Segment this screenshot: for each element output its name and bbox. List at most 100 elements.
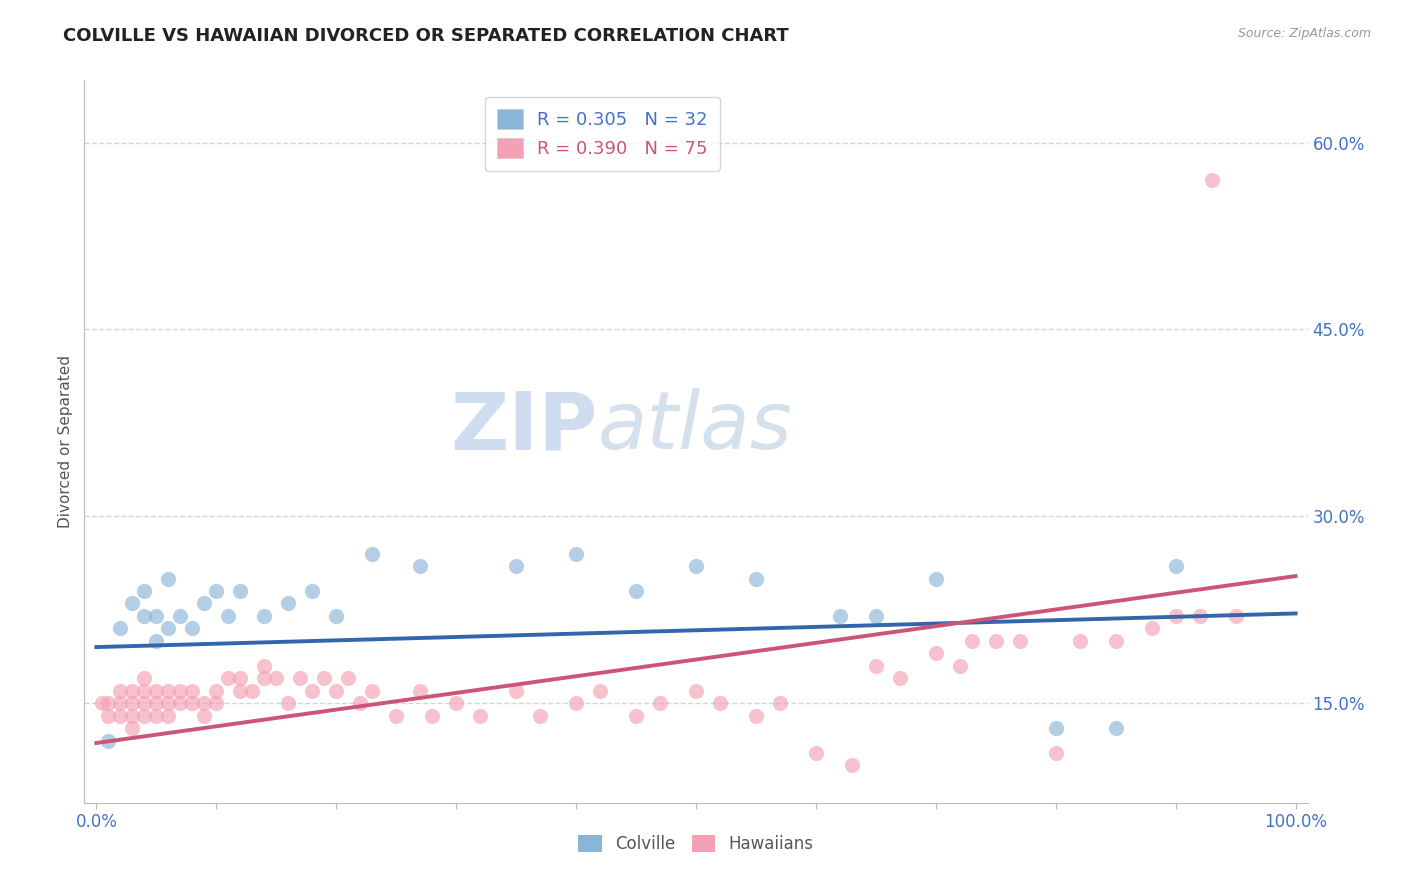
Point [121, 721, 143, 735]
Point [157, 683, 180, 698]
Point [169, 696, 191, 710]
Point [229, 671, 252, 685]
Point [169, 609, 191, 624]
Point [157, 708, 180, 723]
Point [505, 559, 527, 574]
Point [253, 671, 276, 685]
Point [181, 696, 204, 710]
Point [865, 609, 887, 624]
Point [804, 746, 827, 760]
Point [337, 671, 360, 685]
Point [1045, 721, 1067, 735]
Point [145, 633, 167, 648]
Point [361, 547, 384, 561]
Point [110, 708, 132, 723]
Point [709, 696, 731, 710]
Point [984, 633, 1007, 648]
Point [1140, 621, 1163, 635]
Point [589, 683, 612, 698]
Point [409, 683, 432, 698]
Legend: Colville, Hawaiians: Colville, Hawaiians [572, 828, 820, 860]
Point [314, 671, 336, 685]
Point [110, 683, 132, 698]
Point [145, 696, 167, 710]
Point [121, 597, 143, 611]
Point [1069, 633, 1091, 648]
Point [229, 683, 252, 698]
Point [290, 671, 312, 685]
Point [409, 559, 432, 574]
Point [205, 696, 228, 710]
Point [444, 696, 467, 710]
Text: ZIP: ZIP [451, 388, 598, 467]
Point [145, 609, 167, 624]
Point [865, 658, 887, 673]
Point [565, 547, 588, 561]
Point [1188, 609, 1211, 624]
Point [240, 683, 263, 698]
Point [97, 708, 120, 723]
Point [624, 584, 647, 599]
Point [169, 683, 191, 698]
Point [325, 609, 347, 624]
Point [181, 683, 204, 698]
Point [769, 696, 792, 710]
Point [205, 683, 228, 698]
Point [134, 671, 156, 685]
Point [134, 609, 156, 624]
Point [110, 621, 132, 635]
Point [193, 708, 215, 723]
Point [134, 683, 156, 698]
Point [841, 758, 863, 772]
Point [565, 696, 588, 710]
Point [97, 733, 120, 747]
Point [1164, 609, 1187, 624]
Point [1201, 173, 1223, 187]
Point [828, 609, 851, 624]
Point [468, 708, 491, 723]
Point [685, 559, 707, 574]
Point [121, 708, 143, 723]
Point [529, 708, 551, 723]
Point [960, 633, 983, 648]
Point [301, 584, 323, 599]
Point [349, 696, 371, 710]
Point [361, 683, 384, 698]
Point [1105, 721, 1128, 735]
Point [264, 671, 287, 685]
Point [134, 708, 156, 723]
Point [1008, 633, 1031, 648]
Point [301, 683, 323, 698]
Point [925, 572, 948, 586]
Point [325, 683, 347, 698]
Point [121, 683, 143, 698]
Point [925, 646, 948, 660]
Point [277, 696, 299, 710]
Point [110, 696, 132, 710]
Text: atlas: atlas [598, 388, 793, 467]
Point [277, 597, 299, 611]
Point [253, 609, 276, 624]
Point [685, 683, 707, 698]
Point [134, 584, 156, 599]
Y-axis label: Divorced or Separated: Divorced or Separated [58, 355, 73, 528]
Point [217, 671, 239, 685]
Point [145, 683, 167, 698]
Point [1225, 609, 1247, 624]
Point [134, 696, 156, 710]
Point [505, 683, 527, 698]
Point [181, 621, 204, 635]
Point [1105, 633, 1128, 648]
Point [624, 708, 647, 723]
Point [949, 658, 972, 673]
Point [253, 658, 276, 673]
Point [91, 696, 114, 710]
Point [229, 584, 252, 599]
Point [385, 708, 408, 723]
Point [205, 584, 228, 599]
Point [745, 572, 768, 586]
Text: COLVILLE VS HAWAIIAN DIVORCED OR SEPARATED CORRELATION CHART: COLVILLE VS HAWAIIAN DIVORCED OR SEPARAT… [63, 27, 789, 45]
Point [193, 597, 215, 611]
Point [145, 708, 167, 723]
Point [889, 671, 911, 685]
